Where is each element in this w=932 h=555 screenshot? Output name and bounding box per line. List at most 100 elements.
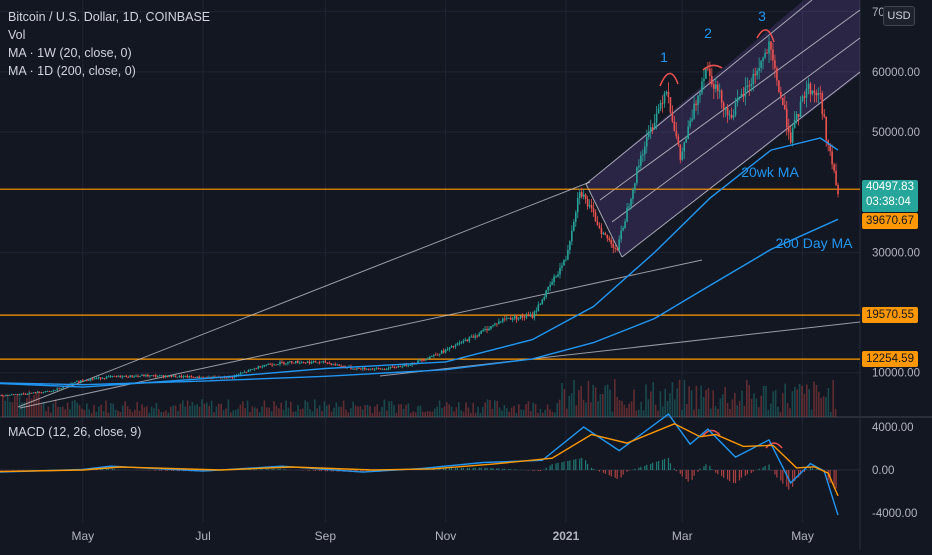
volume-bar [767, 409, 770, 417]
ma-200d-label[interactable]: MA · 1D (200, close, 0) [8, 64, 136, 78]
volume-bar [381, 406, 383, 417]
volume-bar [570, 393, 573, 417]
volume-bar [508, 411, 510, 417]
volume-bar [472, 402, 474, 417]
volume-bar [822, 396, 825, 417]
volume-bar [206, 402, 208, 417]
volume-bar [450, 406, 453, 417]
volume-bar [119, 411, 122, 417]
candle-body [620, 230, 622, 240]
volume-indicator-label[interactable]: Vol [8, 28, 26, 42]
volume-bar [611, 411, 614, 417]
candle-body [458, 342, 461, 344]
volume-bar [674, 399, 676, 417]
chart-legend: Bitcoin / U.S. Dollar, 1D, COINBASE Vol … [8, 8, 210, 80]
candle-body [503, 318, 506, 320]
candle-body [14, 394, 17, 396]
volume-bar [789, 408, 791, 417]
candle-body [383, 369, 386, 370]
price-tick-label: 10000.00 [872, 368, 920, 380]
time-tick-label: 2021 [553, 529, 580, 543]
candle-body [675, 131, 678, 137]
candle-body [338, 364, 340, 366]
volume-bar [167, 412, 170, 417]
candle-body [105, 376, 108, 379]
candle-body [724, 107, 727, 110]
volume-bar [652, 382, 654, 417]
volume-bar [441, 407, 443, 417]
volume-bar [750, 398, 753, 417]
candle-body [699, 93, 701, 96]
volume-bar [155, 402, 158, 417]
candle-body [237, 374, 240, 376]
candle-body [32, 392, 35, 394]
candle-body [482, 329, 484, 332]
volume-bar [614, 379, 616, 417]
volume-bar [762, 385, 765, 417]
volume-bar [626, 407, 628, 417]
candle-body [610, 239, 613, 245]
macd-indicator-label[interactable]: MACD (12, 26, close, 9) [8, 425, 142, 439]
volume-bar [532, 402, 534, 417]
volume-bar [707, 388, 710, 417]
candle-body [657, 108, 660, 114]
volume-bar [741, 390, 743, 417]
volume-bar [263, 400, 266, 417]
candle-body [247, 370, 250, 372]
volume-bar [818, 391, 820, 417]
candle-body [367, 368, 370, 370]
volume-bar [556, 403, 558, 417]
volume-bar [426, 410, 429, 417]
candle-body [273, 364, 275, 366]
candle-body [752, 73, 755, 85]
candle-body [772, 49, 774, 61]
moving-averages [0, 137, 839, 388]
candle-body [557, 274, 559, 277]
candle-body [685, 139, 687, 143]
volume-bar [412, 411, 414, 417]
volume-bar [2, 394, 4, 417]
volume-bar [786, 403, 789, 417]
candle-body [492, 324, 494, 327]
candle-body [795, 114, 798, 121]
candle-body [634, 183, 636, 190]
volume-bar [50, 412, 52, 417]
volume-bar [165, 410, 167, 417]
time-tick-label: Mar [672, 529, 693, 543]
candle-body [369, 368, 372, 370]
candle-body [754, 73, 757, 76]
candle-body [614, 247, 617, 249]
symbol-title[interactable]: Bitcoin / U.S. Dollar, 1D, COINBASE [8, 10, 211, 24]
volume-bar [266, 407, 268, 417]
candle-body [356, 368, 358, 370]
candle-body [137, 375, 139, 377]
volume-bar [690, 390, 693, 417]
volume-bar [26, 397, 28, 417]
volume-bar [784, 383, 786, 417]
ma-20w-label[interactable]: MA · 1W (20, close, 0) [8, 46, 132, 60]
candle-body [594, 212, 597, 222]
candle-body [837, 184, 839, 195]
volume-bar [537, 412, 539, 417]
volume-bar [635, 410, 638, 417]
volume-bar [6, 394, 9, 417]
currency-selector-button[interactable]: USD [883, 6, 915, 26]
volume-bar [66, 402, 69, 417]
candle-body [484, 328, 486, 330]
volume-bar [465, 402, 467, 417]
candle-body [95, 378, 98, 380]
candle-body [36, 391, 39, 394]
macd-tick-label: 4000.00 [872, 422, 914, 434]
candle-body [151, 375, 153, 377]
volume-bar [57, 406, 59, 417]
time-tick-label: Sep [315, 529, 337, 543]
candle-body [318, 362, 321, 364]
volume-bar [220, 403, 222, 417]
time-tick-label: May [791, 529, 814, 543]
volume-bar [796, 389, 798, 417]
candle-body [679, 144, 682, 160]
volume-bar [306, 401, 309, 417]
candle-body [421, 359, 423, 361]
